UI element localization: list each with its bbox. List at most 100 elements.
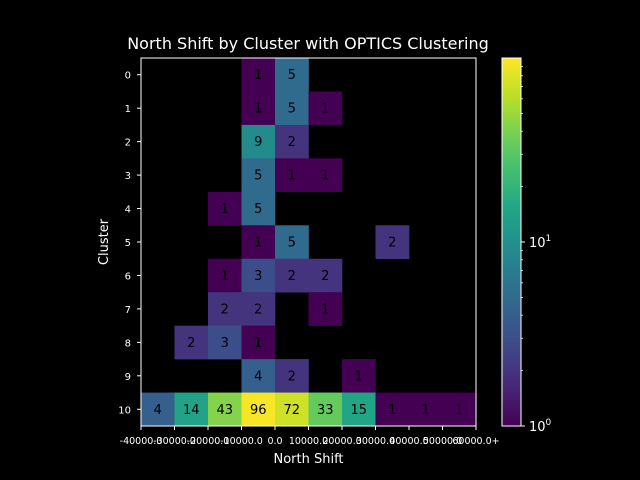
heatmap-cell	[208, 258, 242, 293]
heatmap-cell	[275, 359, 309, 393]
heatmap-cell	[275, 392, 309, 427]
heatmap-cell	[308, 392, 343, 427]
cell-value-label: 5	[254, 202, 262, 217]
cell-value-label: 96	[250, 403, 267, 418]
heatmap-cell	[241, 392, 276, 427]
x-tick-label: 60000.0+	[452, 436, 499, 447]
heatmap-cell	[208, 191, 242, 226]
y-tick-label: 10	[118, 405, 131, 416]
colorbar	[501, 57, 522, 427]
heatmap-cell	[241, 359, 276, 393]
cell-value-label: 1	[254, 102, 262, 117]
heatmap-cell	[275, 91, 309, 126]
y-tick-label: 5	[125, 238, 131, 249]
cell-value-label: 5	[288, 68, 296, 83]
heatmap-cell	[241, 292, 276, 326]
heatmap-cell	[308, 91, 343, 126]
cell-value-label: 4	[254, 369, 262, 384]
y-tick-label: 8	[125, 338, 131, 349]
x-tick-label: -10000.0	[220, 436, 263, 447]
cell-value-label: 2	[288, 269, 296, 284]
cell-value-label: 5	[254, 169, 262, 184]
y-tick-label: 4	[125, 205, 131, 216]
cell-value-label: 1	[221, 269, 229, 284]
cell-labels: 1 51 5 19 25 1 11 51 5 21 3 2 22 2 12 3 14 2 14 14 43 96 72 33 1…	[154, 68, 464, 418]
heatmap-cell	[308, 158, 343, 193]
cell-value-label: 2	[288, 135, 296, 150]
x-tick-label: -20000.0	[187, 436, 230, 447]
cell-value-label: 5	[288, 236, 296, 251]
heatmap-cell	[275, 258, 309, 293]
heatmap-cell	[208, 292, 242, 326]
cell-value-label: 1	[455, 403, 463, 418]
heatmap-cell	[208, 392, 242, 427]
heatmap-cell	[375, 225, 410, 260]
cell-value-label: 2	[187, 336, 195, 351]
cell-value-label: 1	[321, 102, 329, 117]
cell-value-label: 33	[317, 403, 334, 418]
cell-value-label: 1	[254, 236, 262, 251]
heatmap-cell	[409, 392, 443, 427]
cell-value-label: 1	[288, 169, 296, 184]
colorbar-tick-label: 101	[529, 234, 551, 251]
y-tick-label: 1	[125, 104, 131, 115]
x-tick-label: -30000.0	[153, 436, 196, 447]
cell-value-label: 9	[254, 135, 262, 150]
heatmap-cells	[141, 58, 477, 427]
x-tick-label: 40000.0	[389, 436, 428, 447]
x-tick-label: 30000.0	[356, 436, 395, 447]
cell-value-label: 1	[388, 403, 396, 418]
heatmap-cell	[342, 392, 376, 427]
cell-value-label: 5	[288, 102, 296, 117]
heatmap-cell	[141, 392, 175, 427]
cell-value-label: 1	[422, 403, 430, 418]
heatmap-cell	[308, 258, 343, 293]
heatmap-cell	[174, 325, 209, 360]
cell-value-label: 2	[321, 269, 329, 284]
y-tick-label: 2	[125, 138, 131, 149]
y-axis-ticks: 0 1 2 3 4 5 6 7 8 9 10	[118, 71, 141, 416]
colorbar-ticks: 100 101	[521, 66, 552, 435]
cell-value-label: 2	[388, 236, 396, 251]
cell-value-label: 1	[321, 302, 329, 317]
heatmap-cell	[275, 158, 309, 193]
heatmap-cell	[308, 292, 343, 326]
cell-value-label: 1	[254, 68, 262, 83]
cell-value-label: 3	[221, 336, 229, 351]
x-tick-label: -40000.0	[120, 436, 163, 447]
cell-value-label: 2	[288, 369, 296, 384]
y-tick-label: 0	[125, 71, 131, 82]
colorbar-tick-label: 100	[529, 418, 552, 435]
heatmap-cell	[241, 325, 276, 360]
heatmap-cell	[241, 124, 276, 159]
x-axis-label: North Shift	[273, 452, 343, 467]
x-tick-label: 20000.0	[322, 436, 361, 447]
y-tick-label: 6	[125, 271, 131, 282]
heatmap-cell	[208, 325, 242, 360]
cell-value-label: 2	[254, 302, 262, 317]
heatmap-cell	[275, 225, 309, 260]
heatmap-cell	[241, 91, 276, 126]
cell-value-label: 2	[221, 302, 229, 317]
cell-value-label: 1	[254, 336, 262, 351]
cell-value-label: 43	[216, 403, 233, 418]
heatmap-cell	[442, 392, 477, 427]
cell-value-label: 15	[350, 403, 367, 418]
cell-value-label: 3	[254, 269, 262, 284]
cell-value-label: 1	[221, 202, 229, 217]
heatmap-cell	[342, 359, 376, 393]
heatmap-cell	[275, 58, 309, 92]
cell-value-label: 72	[283, 403, 300, 418]
x-tick-label: 50000.0	[423, 436, 462, 447]
y-tick-label: 7	[125, 305, 131, 316]
cell-value-label: 14	[183, 403, 200, 418]
x-tick-label: 0.0	[267, 436, 282, 447]
cell-value-label: 1	[321, 169, 329, 184]
heatmap-cell	[275, 124, 309, 159]
cell-value-label: 4	[154, 403, 162, 418]
heatmap-cell	[375, 392, 410, 427]
x-axis-ticks: -40000.0-30000.0-20000.0-10000.0 0.0 10000…	[120, 426, 500, 447]
heatmap-cell	[241, 225, 276, 260]
heatmap-cell	[174, 392, 209, 427]
